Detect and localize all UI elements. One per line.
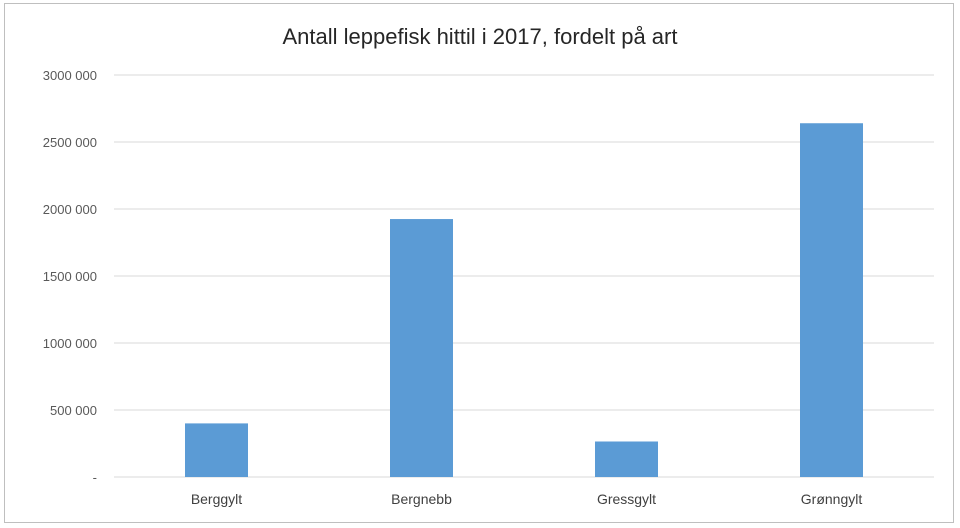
x-axis-ticks: Berggylt Bergnebb Gressgylt Grønngylt [191, 491, 863, 507]
bar-grønngylt [800, 123, 863, 478]
y-tick-label: 1000 000 [43, 336, 97, 351]
y-tick-label: - [93, 470, 97, 485]
y-axis-ticks: - 500 000 1000 000 1500 000 2000 000 2500 000… [43, 68, 97, 485]
y-tick-label: 3000 000 [43, 68, 97, 83]
bar-berggylt [185, 423, 248, 477]
x-tick-label: Gressgylt [597, 491, 656, 507]
chart-frame: Antall leppefisk hittil i 2017, fordelt … [4, 3, 954, 523]
chart-title: Antall leppefisk hittil i 2017, fordelt … [282, 24, 678, 49]
y-tick-label: 1500 000 [43, 269, 97, 284]
y-tick-label: 2000 000 [43, 202, 97, 217]
bars [185, 123, 863, 478]
y-tick-label: 2500 000 [43, 135, 97, 150]
bar-bergnebb [390, 219, 453, 478]
y-tick-label: 500 000 [50, 403, 97, 418]
x-tick-label: Grønngylt [801, 491, 863, 507]
bar-gressgylt [595, 441, 658, 477]
gridlines [114, 74, 934, 411]
x-tick-label: Berggylt [191, 491, 242, 507]
x-tick-label: Bergnebb [391, 491, 452, 507]
